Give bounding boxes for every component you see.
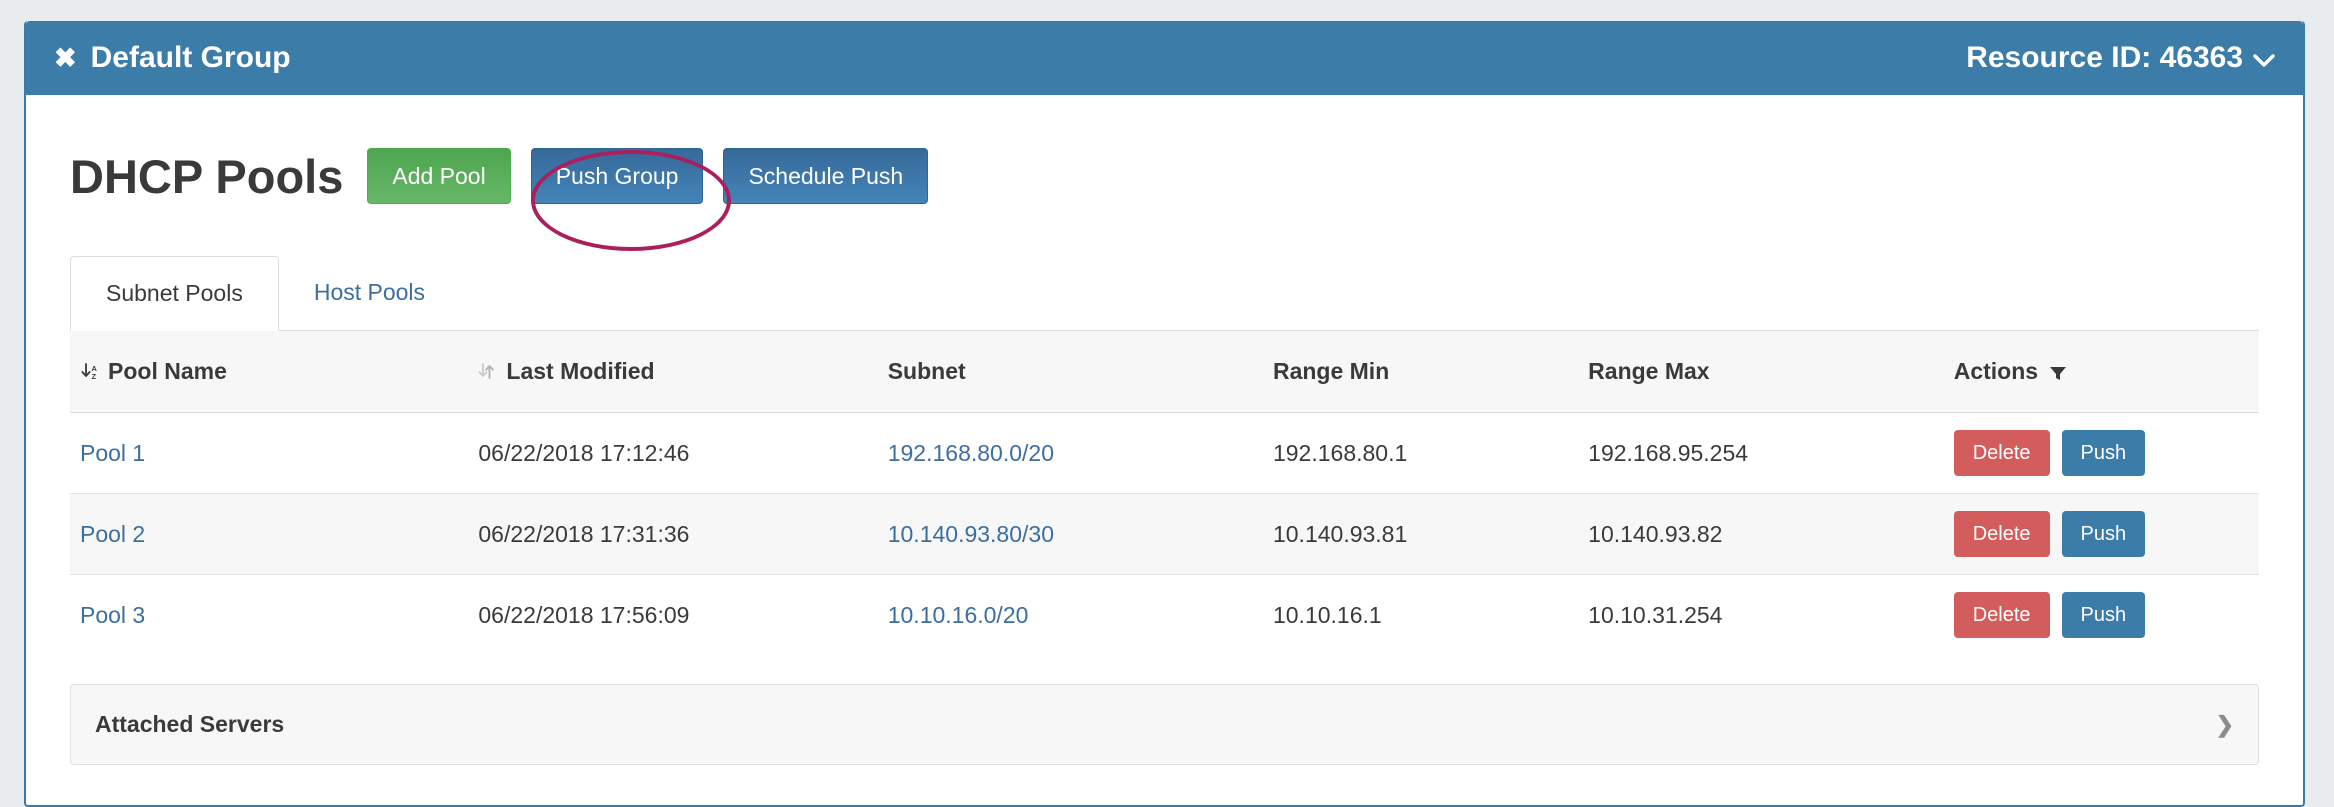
svg-text:Z: Z: [92, 372, 97, 381]
